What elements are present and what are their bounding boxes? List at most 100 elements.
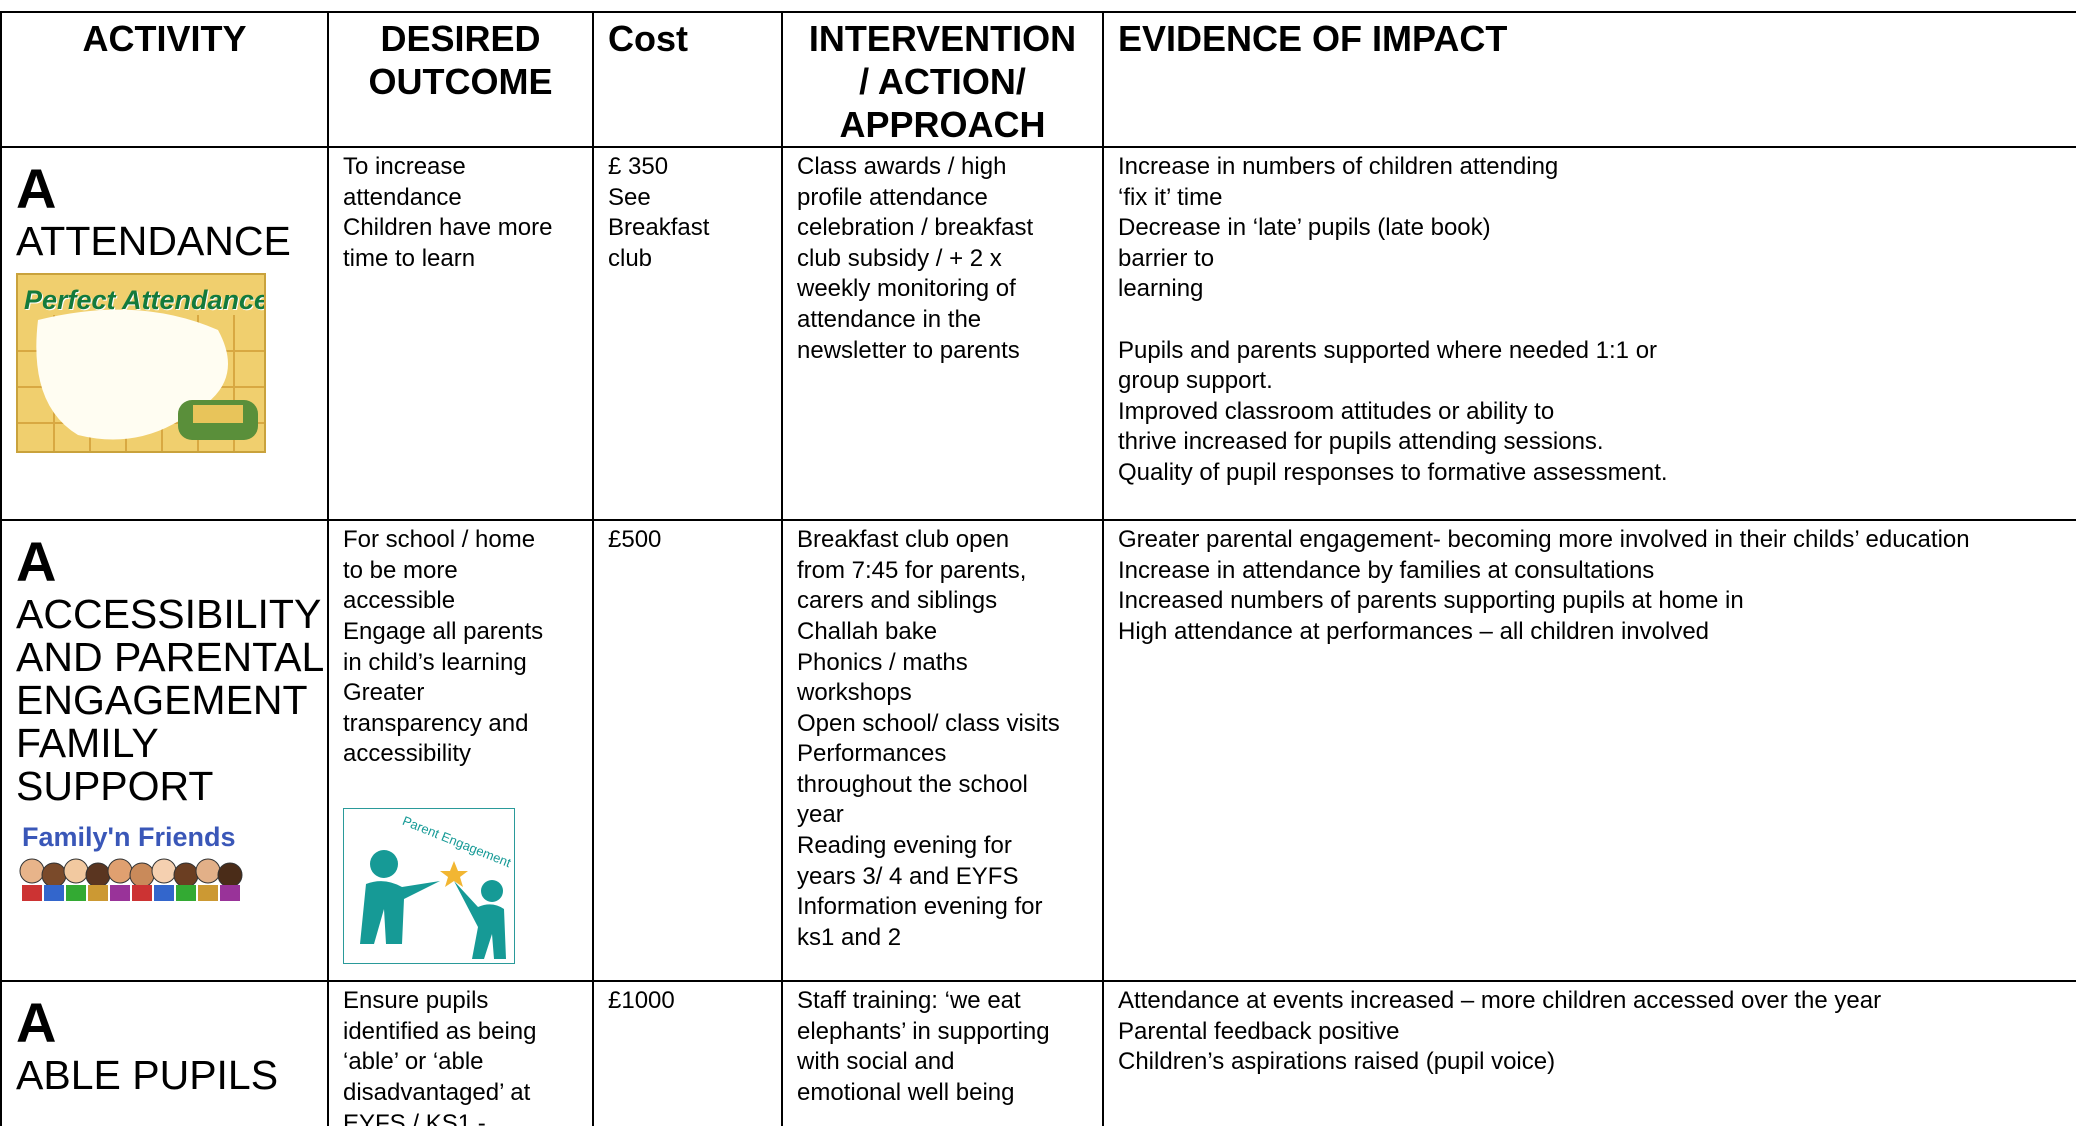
cost-line: Breakfast xyxy=(608,214,710,242)
evidence-line: group support. xyxy=(1118,367,1273,395)
outcome-line: Children have more xyxy=(343,214,553,242)
cost-cell: £500 xyxy=(592,519,783,983)
image-caption: Perfect Attendance xyxy=(24,285,266,315)
activity-name: SUPPORT xyxy=(16,763,214,810)
header-line: Cost xyxy=(608,18,688,59)
activity-name: ENGAGEMENT xyxy=(16,677,308,724)
cost-line: club xyxy=(608,244,653,272)
header-line: APPROACH xyxy=(839,104,1046,145)
outcome-line: Engage all parents xyxy=(343,617,544,645)
intervention-line: emotional well being xyxy=(797,1078,1015,1106)
intervention-line: profile attendance xyxy=(797,183,988,211)
outcome-line: transparency and xyxy=(343,709,529,737)
outcome-cell: To increase attendance Children have more t… xyxy=(327,145,594,522)
evidence-line: Quality of pupil responses to formative … xyxy=(1118,458,1668,486)
evidence-cell: Increase in numbers of children attendin… xyxy=(1102,145,2076,522)
outcome-line: EYFS / KS1 - xyxy=(343,1109,486,1126)
table-row: A ABLE PUPILS Ensure pupils identified as b… xyxy=(0,980,2076,1126)
outcome-line: attendance xyxy=(343,183,462,211)
intervention-line: Information evening for xyxy=(797,893,1043,921)
activity-name: ABLE PUPILS xyxy=(16,1052,279,1099)
outcome-line: ‘able’ or ‘able xyxy=(343,1048,484,1076)
table-row: A ACCESSIBILITY AND PARENTAL ENGAGEMENT FAMI… xyxy=(0,519,2076,983)
outcome-line: in child’s learning xyxy=(343,648,527,676)
column-header: INTERVENTION / ACTION/APPROACH xyxy=(781,11,1104,148)
intervention-line: weekly monitoring of xyxy=(797,275,1016,303)
evidence-line: ‘fix it’ time xyxy=(1118,183,1223,211)
grade: A xyxy=(16,157,57,220)
header-line: / ACTION/ xyxy=(859,61,1026,102)
evidence-line: Attendance at events increased – more ch… xyxy=(1118,987,1882,1015)
evidence-line: Increase in numbers of children attendin… xyxy=(1118,153,1559,180)
outcome-line: disadvantaged’ at xyxy=(343,1078,531,1106)
evidence-line: Children’s aspirations raised (pupil voi… xyxy=(1118,1048,1556,1076)
intervention-line: carers and siblings xyxy=(797,587,998,615)
header-line: DESIRED xyxy=(380,18,541,59)
intervention-line: Challah bake xyxy=(797,617,938,645)
evidence-line: Greater parental engagement- becoming mo… xyxy=(1118,526,1970,554)
activity-cell: A ABLE PUPILS xyxy=(0,980,329,1126)
intervention-line: Reading evening for xyxy=(797,832,1012,860)
intervention-line: club subsidy / + 2 x xyxy=(797,244,1002,272)
activity-name: FAMILY xyxy=(16,720,159,767)
intervention-line: ks1 and 2 xyxy=(797,923,902,951)
evidence-line: Parental feedback positive xyxy=(1118,1017,1400,1045)
column-header: EVIDENCE OF IMPACT xyxy=(1102,11,2076,148)
cost-line: £500 xyxy=(608,526,662,554)
outcome-line: For school / home xyxy=(343,526,536,554)
evidence-paragraph: Pupils and parents supported where neede… xyxy=(1118,336,2066,489)
table-row: A ATTENDANCE Perfect Attendance To increase… xyxy=(0,145,2076,522)
intervention-line: newsletter to parents xyxy=(797,336,1020,364)
column-header: DESIRED OUTCOME xyxy=(327,11,594,148)
column-header: ACTIVITY xyxy=(0,11,329,148)
evidence-line: Increased numbers of parents supporting … xyxy=(1118,587,1744,615)
table-body: A ATTENDANCE Perfect Attendance To increase… xyxy=(0,145,2076,1126)
evidence-paragraph: Greater parental engagement- becoming mo… xyxy=(1118,525,2066,647)
intervention-line: year xyxy=(797,801,844,829)
intervention-line: Staff training: ‘we eat xyxy=(797,987,1021,1015)
intervention-cell: Class awards / high profile attendance cel… xyxy=(781,145,1104,522)
grade: A xyxy=(16,991,57,1055)
header-line: ACTIVITY xyxy=(82,18,247,59)
evidence-line: Pupils and parents supported where neede… xyxy=(1118,336,1658,364)
evidence-line: Decrease in ‘late’ pupils (late book) xyxy=(1118,214,1491,242)
evidence-line: learning xyxy=(1118,275,1204,303)
header-line: INTERVENTION xyxy=(808,18,1077,59)
cost-line: £1000 xyxy=(608,987,675,1015)
calendar-art xyxy=(18,309,264,451)
intervention-line: throughout the school xyxy=(797,770,1028,798)
parent-engagement-image: Parent Engagement xyxy=(343,807,515,964)
evidence-line: Improved classroom attitudes or ability … xyxy=(1118,397,1555,425)
evidence-line: Increase in attendance by families at co… xyxy=(1118,556,1655,584)
grade: A xyxy=(16,530,57,594)
activity-name: ATTENDANCE xyxy=(16,218,291,264)
intervention-line: celebration / breakfast xyxy=(797,214,1034,242)
image-caption: Family'n Friends xyxy=(22,822,236,853)
activity-name: AND PARENTAL xyxy=(16,634,325,681)
cost-line: See xyxy=(608,183,651,211)
outcome-cell: Ensure pupils identified as being ‘able’ o… xyxy=(327,980,594,1126)
impact-table: ACTIVITY DESIRED OUTCOME Cost INTERVENTION / … xyxy=(0,11,2076,1126)
evidence-paragraph: Increase in numbers of children attendin… xyxy=(1118,152,2066,305)
activity-cell: A ACCESSIBILITY AND PARENTAL ENGAGEMENT FAMI… xyxy=(0,519,329,983)
family-friends-image: Family'n Friends xyxy=(16,822,261,906)
intervention-line: years 3/ 4 and EYFS xyxy=(797,862,1019,890)
perfect-attendance-image: Perfect Attendance xyxy=(16,273,266,453)
outcome-cell: For school / home to be more accessible Eng… xyxy=(327,519,594,983)
evidence-paragraph: Attendance at events increased – more ch… xyxy=(1118,986,2066,1078)
intervention-line: Phonics / maths xyxy=(797,648,968,676)
intervention-line: Class awards / high xyxy=(797,153,1007,180)
intervention-line: Breakfast club open xyxy=(797,526,1010,554)
outcome-line: accessibility xyxy=(343,740,472,768)
evidence-line: thrive increased for pupils attending se… xyxy=(1118,428,1604,456)
activity-cell: A ATTENDANCE Perfect Attendance xyxy=(0,145,329,522)
family-faces xyxy=(19,858,243,902)
intervention-cell: Staff training: ‘we eat elephants’ in sup… xyxy=(781,980,1104,1126)
column-header: Cost xyxy=(592,11,783,148)
header-line: EVIDENCE OF IMPACT xyxy=(1118,18,1508,59)
outcome-line: Ensure pupils xyxy=(343,987,489,1015)
evidence-line: barrier to xyxy=(1118,244,1215,272)
header-row: ACTIVITY DESIRED OUTCOME Cost INTERVENTION / … xyxy=(0,11,2076,148)
evidence-line: High attendance at performances – all ch… xyxy=(1118,617,1710,645)
